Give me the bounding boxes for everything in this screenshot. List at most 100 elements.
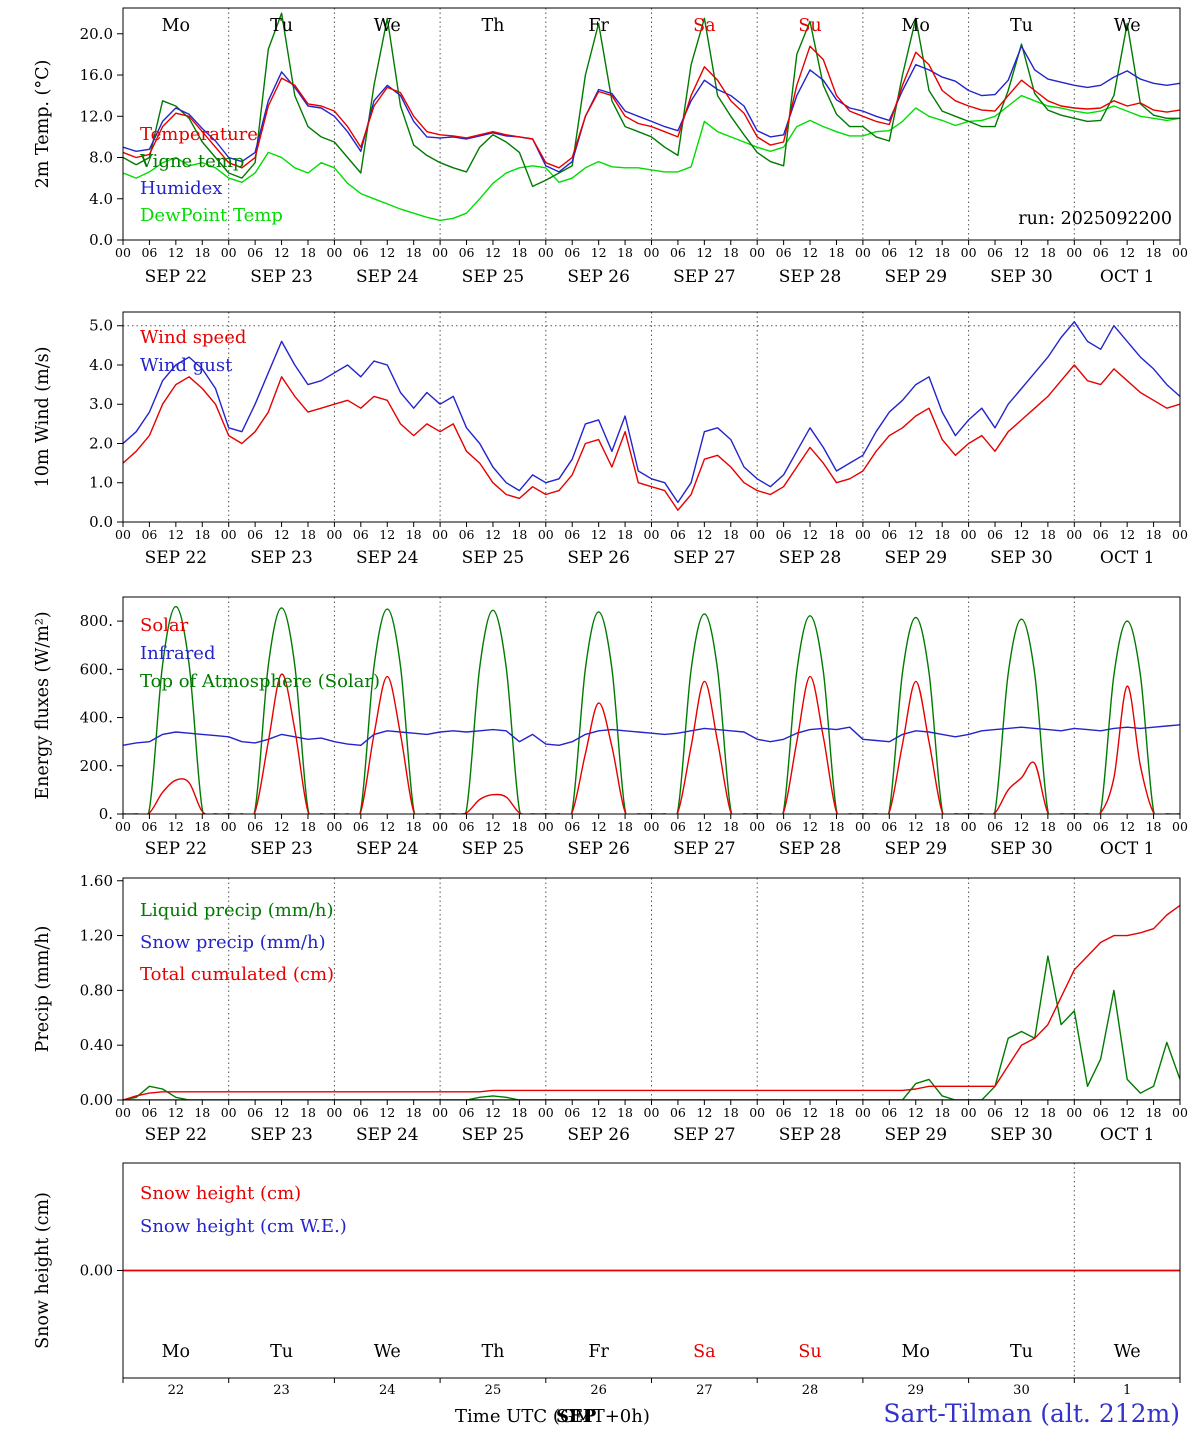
hour-label: 00 — [115, 819, 131, 834]
hour-label: 00 — [644, 245, 660, 260]
hour-label: 06 — [881, 1105, 897, 1120]
hour-label: 18 — [934, 819, 950, 834]
hour-label: 18 — [723, 819, 739, 834]
hour-label: 18 — [194, 527, 210, 542]
date-label: SEP 28 — [779, 1125, 842, 1145]
hour-label: 18 — [1040, 819, 1056, 834]
hour-label: 00 — [644, 819, 660, 834]
hour-label: 00 — [221, 245, 237, 260]
date-label: SEP 27 — [673, 1125, 736, 1145]
y-tick-label: 5.0 — [89, 317, 113, 335]
y-tick-label: 0. — [99, 805, 113, 823]
series-temperature — [123, 45, 1180, 169]
hour-label: 18 — [406, 1105, 422, 1120]
hour-label: 12 — [168, 245, 184, 260]
date-label: SEP 24 — [356, 1125, 419, 1145]
series-humidex — [123, 45, 1180, 173]
day-number-label: 26 — [590, 1383, 607, 1398]
day-number-label: 30 — [1013, 1383, 1030, 1398]
y-tick-label: 3.0 — [89, 395, 113, 413]
hour-label: 12 — [591, 1105, 607, 1120]
hour-label: 00 — [538, 1105, 554, 1120]
series-top-of-atmosphere-solar — [123, 605, 1180, 814]
y-tick-label: 400. — [80, 709, 113, 727]
legend-vigne-temp: Vigne temp — [139, 151, 244, 172]
date-label: SEP 24 — [356, 267, 419, 287]
date-label: SEP 25 — [462, 267, 525, 287]
hour-label: 12 — [1119, 527, 1135, 542]
hour-label: 06 — [141, 1105, 157, 1120]
hour-label: 00 — [432, 819, 448, 834]
hour-label: 00 — [1066, 245, 1082, 260]
day-name-label: Su — [798, 1342, 821, 1362]
y-tick-label: 0.00 — [80, 1262, 113, 1280]
day-number-label: 27 — [696, 1383, 713, 1398]
y-tick-label: 4.0 — [89, 356, 113, 374]
hour-label: 18 — [617, 819, 633, 834]
hour-label: 12 — [908, 245, 924, 260]
hour-label: 18 — [511, 245, 527, 260]
hour-label: 00 — [1172, 1105, 1188, 1120]
hour-label: 18 — [300, 527, 316, 542]
day-name-label: Sa — [693, 16, 715, 36]
hour-label: 06 — [353, 245, 369, 260]
hour-label: 06 — [247, 819, 263, 834]
day-name-label: Fr — [588, 1342, 609, 1362]
series-vigne-temp — [123, 12, 1180, 188]
hour-label: 12 — [802, 527, 818, 542]
hour-label: 18 — [511, 1105, 527, 1120]
y-tick-label: 16.0 — [80, 66, 113, 84]
hour-label: 12 — [274, 527, 290, 542]
hour-label: 00 — [749, 1105, 765, 1120]
hour-label: 00 — [1066, 527, 1082, 542]
hour-label: 06 — [670, 819, 686, 834]
hour-label: 12 — [1013, 527, 1029, 542]
hour-label: 18 — [723, 245, 739, 260]
time-axis-title: Time UTC (GMT+0h) — [455, 1406, 650, 1427]
y-tick-label: 200. — [80, 757, 113, 775]
date-label: SEP 26 — [567, 1125, 630, 1145]
hour-label: 00 — [115, 1105, 131, 1120]
hour-label: 06 — [459, 819, 475, 834]
y-tick-label: 0.80 — [80, 981, 113, 999]
hour-label: 06 — [881, 245, 897, 260]
legend-liquid-precip-mm-h: Liquid precip (mm/h) — [140, 900, 334, 921]
hour-label: 12 — [696, 819, 712, 834]
hour-label: 06 — [670, 527, 686, 542]
hour-label: 00 — [749, 819, 765, 834]
hour-label: 12 — [696, 245, 712, 260]
hour-label: 00 — [326, 1105, 342, 1120]
date-label: SEP 22 — [145, 1125, 208, 1145]
hour-label: 06 — [247, 245, 263, 260]
hour-label: 00 — [644, 1105, 660, 1120]
hour-label: 18 — [406, 245, 422, 260]
hour-label: 06 — [776, 819, 792, 834]
hour-label: 18 — [1040, 527, 1056, 542]
y-tick-label: 800. — [80, 612, 113, 630]
hour-label: 06 — [353, 1105, 369, 1120]
hour-label: 00 — [432, 527, 448, 542]
hour-label: 12 — [1013, 819, 1029, 834]
hour-label: 00 — [961, 527, 977, 542]
date-label: SEP 23 — [250, 839, 313, 859]
hour-label: 00 — [961, 1105, 977, 1120]
hour-label: 06 — [459, 245, 475, 260]
hour-label: 06 — [1093, 819, 1109, 834]
hour-label: 12 — [908, 527, 924, 542]
y-tick-label: 1.20 — [80, 927, 113, 945]
energy-flux-panel: 0. 200. 400. 600. 800. 00 06 12 18 00 06 12 18 00 06 12… — [33, 596, 1188, 859]
date-label: SEP 27 — [673, 267, 736, 287]
series-infrared — [123, 724, 1180, 746]
date-label: SEP 30 — [990, 1125, 1053, 1145]
y-tick-label: 0.40 — [80, 1036, 113, 1054]
hour-label: 00 — [538, 819, 554, 834]
y-tick-label: 0.0 — [89, 513, 113, 531]
hour-label: 18 — [829, 527, 845, 542]
hour-label: 06 — [1093, 245, 1109, 260]
hour-label: 18 — [829, 819, 845, 834]
hour-label: 00 — [855, 1105, 871, 1120]
hour-label: 06 — [776, 245, 792, 260]
hour-label: 00 — [115, 245, 131, 260]
hour-label: 00 — [326, 527, 342, 542]
hour-label: 00 — [538, 527, 554, 542]
